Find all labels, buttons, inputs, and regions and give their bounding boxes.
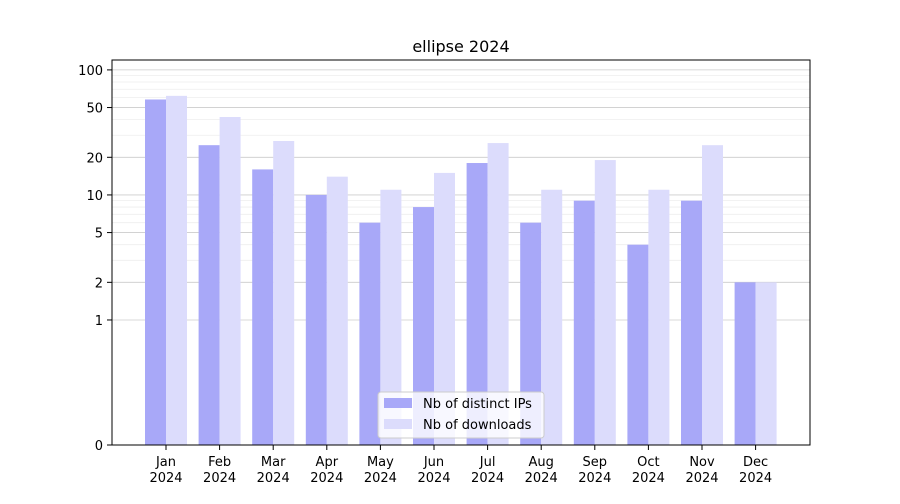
bar-distinct-ips (573, 200, 595, 445)
bar-distinct-ips (681, 200, 702, 445)
x-tick-label-month: Jun (423, 455, 444, 470)
bar-distinct-ips (359, 222, 381, 445)
chart-title: ellipse 2024 (412, 37, 509, 56)
bar-downloads (326, 176, 348, 445)
x-tick-label-year: 2024 (149, 471, 182, 486)
bar-downloads (487, 143, 509, 445)
bar-distinct-ips (252, 169, 274, 445)
bar-downloads (594, 160, 616, 445)
x-tick-label-month: Mar (261, 455, 286, 470)
y-tick-label: 5 (95, 227, 103, 242)
x-tick-label-year: 2024 (257, 471, 290, 486)
x-tick-label-month: Feb (208, 455, 231, 470)
x-tick-label-month: Apr (316, 455, 339, 470)
x-tick-label-month: Dec (743, 455, 768, 470)
bar-distinct-ips (734, 282, 756, 445)
y-tick-label: 20 (86, 151, 103, 166)
x-tick-label-year: 2024 (632, 471, 665, 486)
x-tick-label-year: 2024 (417, 471, 450, 486)
y-tick-label: 2 (95, 276, 103, 291)
bar-distinct-ips (413, 207, 434, 445)
y-tick-label: 50 (86, 102, 103, 117)
x-tick-label-month: Jul (479, 455, 496, 470)
plot-frame (111, 59, 811, 446)
bar-downloads (219, 117, 241, 445)
bar-distinct-ips (520, 222, 542, 445)
bar-distinct-ips (198, 145, 220, 445)
x-tick-label-month: Sep (583, 455, 608, 470)
x-tick-label-month: May (367, 455, 394, 470)
bar-downloads (648, 189, 670, 445)
bar-distinct-ips (466, 163, 488, 445)
x-tick-label-month: Nov (689, 455, 715, 470)
bar-downloads (380, 189, 402, 445)
bar-distinct-ips (145, 99, 166, 446)
x-tick-label-year: 2024 (525, 471, 558, 486)
x-tick-label-year: 2024 (364, 471, 397, 486)
y-tick-label: 1 (95, 314, 103, 329)
y-axis: 0 1 2 5 10 20 50 100 (78, 64, 112, 454)
x-axis: Jan2024Feb2024Mar2024Apr2024May2024Jun20… (149, 445, 772, 486)
bar-downloads (434, 172, 455, 445)
y-tick-label: 10 (86, 189, 103, 204)
y-tick-label: 0 (95, 439, 103, 454)
legend-label: Nb of distinct IPs (423, 397, 532, 412)
x-tick-label-month: Aug (529, 455, 554, 470)
bar-distinct-ips (305, 194, 327, 445)
bars-layer (145, 95, 777, 446)
bar-downloads (166, 95, 187, 446)
x-tick-label-month: Jan (155, 455, 176, 470)
bar-downloads (755, 282, 777, 445)
bar-downloads (702, 145, 723, 445)
bar-downloads (541, 189, 563, 445)
legend-box (377, 391, 545, 439)
legend-label: Nb of downloads (423, 418, 532, 433)
x-tick-label-year: 2024 (685, 471, 718, 486)
legend-swatch (384, 398, 412, 408)
x-tick-label-year: 2024 (739, 471, 772, 486)
x-tick-label-year: 2024 (310, 471, 343, 486)
y-tick-label: 100 (78, 64, 103, 79)
x-tick-label-month: Oct (637, 455, 659, 470)
legend-swatch (384, 419, 412, 429)
bar-distinct-ips (627, 244, 649, 445)
x-tick-label-year: 2024 (578, 471, 611, 486)
legend: Nb of distinct IPs Nb of downloads (377, 391, 545, 439)
x-tick-label-year: 2024 (471, 471, 504, 486)
x-tick-label-year: 2024 (203, 471, 236, 486)
bar-downloads (273, 140, 295, 445)
